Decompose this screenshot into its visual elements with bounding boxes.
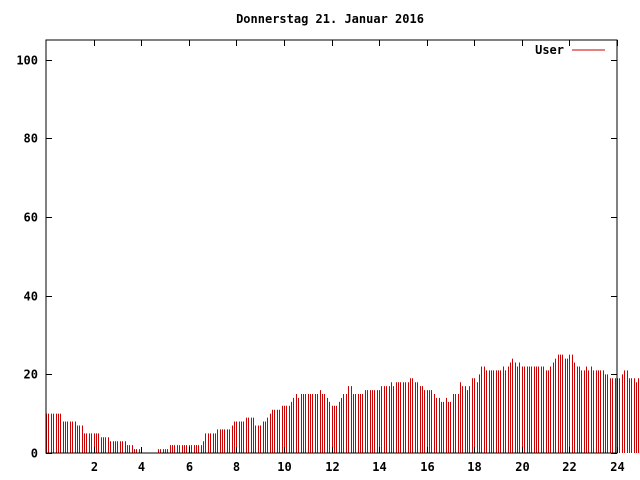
y-tick-label: 80 (24, 132, 38, 146)
bar-series (46, 354, 639, 453)
y-tick-label: 100 (16, 54, 38, 68)
x-axis: 2 4 6 8 10 12 14 16 18 20 22 24 (91, 40, 625, 474)
x-tick-label: 12 (325, 460, 339, 474)
legend: User (535, 43, 605, 57)
y-tick-label: 0 (31, 447, 38, 461)
y-tick-label: 60 (24, 211, 38, 225)
x-tick-label: 16 (420, 460, 434, 474)
x-tick-label: 6 (186, 460, 193, 474)
y-tick-label: 40 (24, 290, 38, 304)
x-tick-label: 8 (233, 460, 240, 474)
plot-frame (45, 39, 618, 454)
y-axis: 0 20 40 60 80 100 (16, 54, 617, 461)
x-tick-label: 18 (467, 460, 481, 474)
x-tick-label: 4 (138, 460, 145, 474)
x-tick-label: 20 (515, 460, 529, 474)
y-tick-label: 20 (24, 368, 38, 382)
chart-title: Donnerstag 21. Januar 2016 (236, 12, 424, 26)
x-tick-label: 14 (372, 460, 386, 474)
x-tick-label: 22 (562, 460, 576, 474)
x-tick-label: 24 (610, 460, 624, 474)
x-tick-label: 2 (91, 460, 98, 474)
legend-label-user: User (535, 43, 564, 57)
x-tick-label: 10 (277, 460, 291, 474)
